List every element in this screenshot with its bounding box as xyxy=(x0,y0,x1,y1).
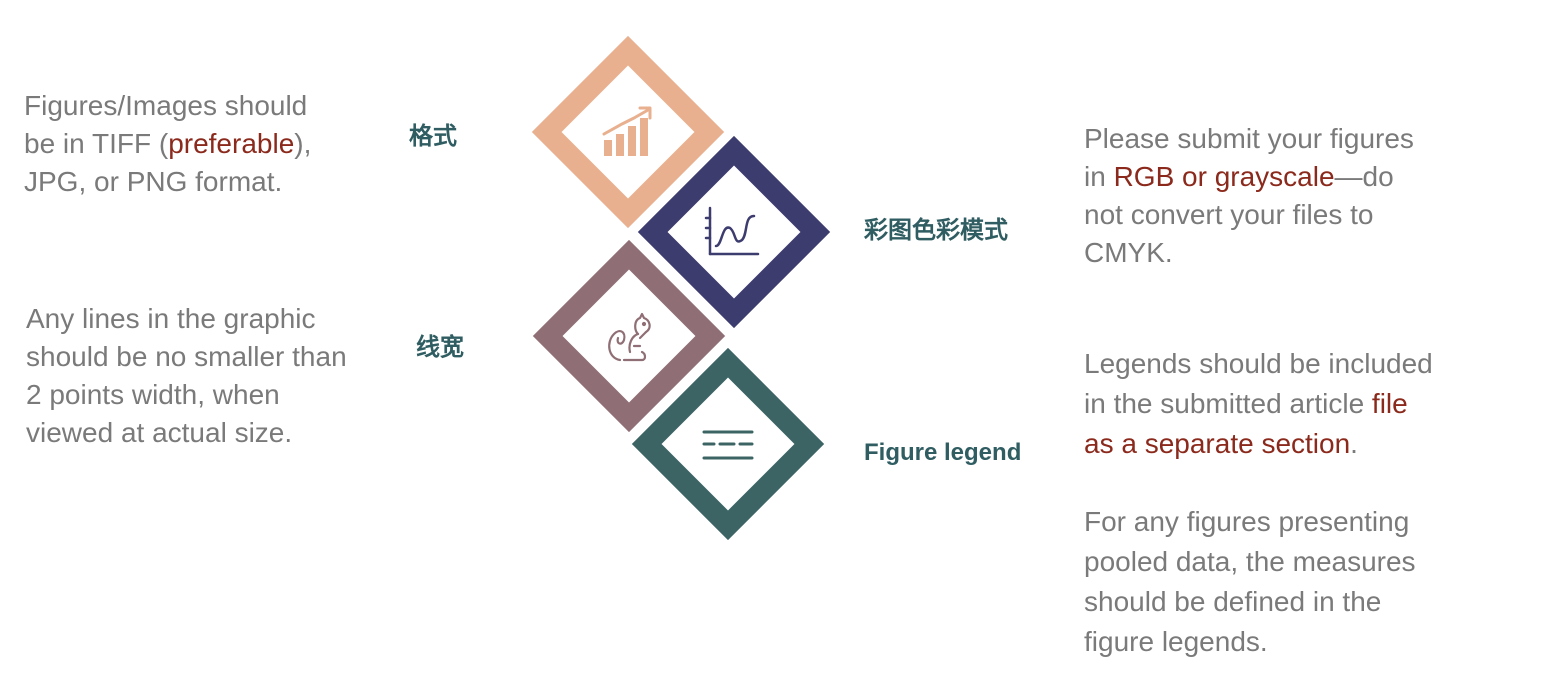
line-width-line-4: viewed at actual size. xyxy=(26,417,293,448)
bar-chart-growth-icon xyxy=(602,106,652,156)
legend-line-1: Legends should be included xyxy=(1084,348,1433,379)
squirrel-icon xyxy=(608,312,651,362)
rgb-grayscale-highlight: RGB or grayscale xyxy=(1113,161,1335,192)
format-line-2: be in TIFF (preferable), xyxy=(24,128,312,159)
line-width-label: 线宽 xyxy=(416,334,464,361)
format-description: Figures/Images should be in TIFF (prefer… xyxy=(24,87,311,201)
color-mode-label: 彩图色彩模式 xyxy=(864,217,1008,244)
format-line-1: Figures/Images should xyxy=(24,90,308,121)
color-mode-line-3: not convert your files to xyxy=(1084,199,1374,230)
line-width-line-2: should be no smaller than xyxy=(26,341,347,372)
pooled-line-3: should be defined in the xyxy=(1084,586,1382,617)
pooled-line-1: For any figures presenting xyxy=(1084,506,1410,537)
pooled-line-2: pooled data, the measures xyxy=(1084,546,1416,577)
color-mode-description: Please submit your figures in RGB or gra… xyxy=(1084,120,1414,272)
line-width-line-3: 2 points width, when xyxy=(26,379,280,410)
pooled-data-description: For any figures presenting pooled data, … xyxy=(1084,502,1416,662)
line-graph-icon xyxy=(704,206,760,256)
separate-section-highlight: as a separate section xyxy=(1084,428,1351,459)
pooled-line-4: figure legends. xyxy=(1084,626,1268,657)
legend-description: Legends should be included in the submit… xyxy=(1084,344,1433,464)
color-mode-line-4: CMYK. xyxy=(1084,237,1173,268)
line-width-description: Any lines in the graphic should be no sm… xyxy=(26,300,347,452)
color-mode-line-2: in RGB or grayscale—do xyxy=(1084,161,1394,192)
legend-line-3: as a separate section. xyxy=(1084,428,1358,459)
text-lines-icon xyxy=(702,430,754,460)
file-highlight: file xyxy=(1371,388,1408,419)
format-label: 格式 xyxy=(409,123,457,150)
format-line-3: JPG, or PNG format. xyxy=(24,166,283,197)
figure-legend-label: Figure legend xyxy=(864,439,1022,466)
preferable-highlight: preferable xyxy=(168,128,295,159)
legend-line-2: in the submitted article file xyxy=(1084,388,1408,419)
line-width-line-1: Any lines in the graphic xyxy=(26,303,316,334)
color-mode-line-1: Please submit your figures xyxy=(1084,123,1414,154)
